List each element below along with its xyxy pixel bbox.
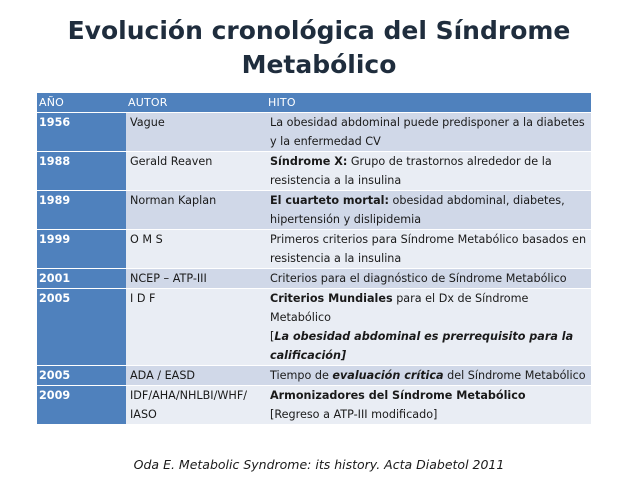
- milestone-text: Primeros criterios para Síndrome Metaból…: [270, 233, 587, 265]
- row-milestone: Armonizadores del Síndrome Metabólico [Re…: [266, 385, 591, 425]
- milestone-emphasis-text: evaluación crítica: [332, 369, 444, 382]
- row-year: 2001: [37, 268, 126, 289]
- milestone-text: [: [270, 330, 275, 343]
- row-year: 1989: [37, 190, 126, 230]
- table-row: 1956 Vague La obesidad abdominal puede p…: [37, 112, 591, 152]
- milestone-bold-text: Criterios Mundiales: [270, 292, 393, 305]
- table-header-row: AÑO AUTOR HITO: [37, 93, 591, 113]
- timeline-table: AÑO AUTOR HITO 1956 Vague La obesidad ab…: [37, 93, 591, 425]
- table-row: 1999 O M S Primeros criterios para Síndr…: [37, 229, 591, 269]
- row-milestone: Criterios para el diagnóstico de Síndrom…: [266, 268, 591, 289]
- table-row: 2009 IDF/AHA/NHLBI/WHF/ IASO Armonizador…: [37, 385, 591, 425]
- row-year: 2005: [37, 288, 126, 366]
- slide-title: Evolución cronológica del Síndrome Metab…: [0, 14, 638, 82]
- milestone-text: del Síndrome Metabólico: [443, 369, 586, 382]
- row-author: O M S: [126, 229, 266, 269]
- row-milestone: Tiempo de evaluación crítica del Síndrom…: [266, 365, 591, 386]
- milestone-bold-text: El cuarteto mortal:: [270, 194, 389, 207]
- table-row: 1989 Norman Kaplan El cuarteto mortal: o…: [37, 190, 591, 230]
- row-author: Norman Kaplan: [126, 190, 266, 230]
- row-milestone: Criterios Mundiales para el Dx de Síndro…: [266, 288, 591, 366]
- header-milestone: HITO: [266, 93, 591, 113]
- row-year: 2005: [37, 365, 126, 386]
- milestone-emphasis-text: La obesidad abdominal es prerrequisito p…: [270, 330, 574, 362]
- table-row: 1988 Gerald Reaven Síndrome X: Grupo de …: [37, 151, 591, 191]
- milestone-text: La obesidad abdominal puede predisponer …: [270, 116, 585, 148]
- milestone-bold-text: Armonizadores del Síndrome Metabólico: [270, 389, 526, 402]
- milestone-text: Tiempo de: [270, 369, 333, 382]
- milestone-bold-text: Síndrome X:: [270, 155, 348, 168]
- milestone-text: Grupo de trastornos alrededor de la resi…: [270, 155, 552, 187]
- row-milestone: Síndrome X: Grupo de trastornos alrededo…: [266, 151, 591, 191]
- row-year: 1988: [37, 151, 126, 191]
- row-milestone: La obesidad abdominal puede predisponer …: [266, 112, 591, 152]
- row-year: 1956: [37, 112, 126, 152]
- row-author: Gerald Reaven: [126, 151, 266, 191]
- table-body: 1956 Vague La obesidad abdominal puede p…: [37, 112, 591, 425]
- table-row: 2005 I D F Criterios Mundiales para el D…: [37, 288, 591, 366]
- row-author: Vague: [126, 112, 266, 152]
- table-row: 2001 NCEP – ATP-III Criterios para el di…: [37, 268, 591, 289]
- slide-title-line-2: Metabólico: [241, 50, 397, 79]
- slide-title-line-1: Evolución cronológica del Síndrome: [67, 16, 571, 45]
- row-author: ADA / EASD: [126, 365, 266, 386]
- row-year: 1999: [37, 229, 126, 269]
- row-author: IDF/AHA/NHLBI/WHF/ IASO: [126, 385, 266, 425]
- row-year: 2009: [37, 385, 126, 425]
- milestone-text: [Regreso a ATP-III modificado]: [270, 408, 438, 421]
- milestone-text: para el Dx de Síndrome Metabólico: [270, 292, 529, 324]
- milestone-text: Criterios para el diagnóstico de Síndrom…: [270, 272, 567, 285]
- row-milestone: El cuarteto mortal: obesidad abdominal, …: [266, 190, 591, 230]
- header-author: AUTOR: [126, 93, 266, 113]
- milestone-text: obesidad abdominal, diabetes, hipertensi…: [270, 194, 565, 226]
- row-milestone: Primeros criterios para Síndrome Metaból…: [266, 229, 591, 269]
- citation: Oda E. Metabolic Syndrome: its history. …: [133, 457, 505, 472]
- row-author: NCEP – ATP-III: [126, 268, 266, 289]
- table-row: 2005 ADA / EASD Tiempo de evaluación crí…: [37, 365, 591, 386]
- row-author: I D F: [126, 288, 266, 366]
- header-year: AÑO: [37, 93, 126, 113]
